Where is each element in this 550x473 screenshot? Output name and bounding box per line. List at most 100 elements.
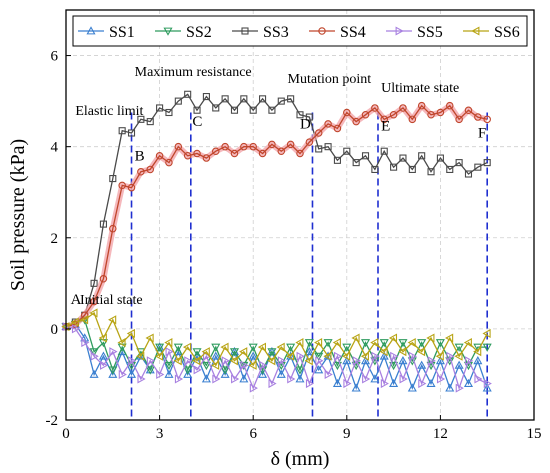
series-ss5-point — [184, 356, 193, 366]
series-ss4-point — [127, 183, 136, 192]
series-ss1-point — [463, 378, 474, 387]
series-ss3-point — [137, 115, 145, 123]
series-ss1-point — [370, 374, 380, 383]
series-ss3-point — [315, 145, 323, 153]
series-ss4-point — [343, 108, 351, 117]
series-ss2-point — [108, 366, 118, 375]
series-ss4-point — [80, 311, 89, 319]
series-ss3-point — [99, 220, 107, 228]
series-ss5 — [62, 322, 492, 393]
series-ss6-point — [342, 351, 351, 361]
series-ss2-point — [482, 343, 492, 352]
series-ss5-point — [165, 347, 174, 357]
series-ss6-point — [257, 342, 266, 352]
series-ss6-point — [248, 360, 257, 370]
point-label-e: E — [381, 119, 390, 135]
series-ss3-line — [65, 93, 488, 328]
point-label-a: A — [71, 292, 82, 308]
series-ss3-point — [483, 159, 491, 167]
series-ss3-point — [118, 127, 126, 135]
annotation-label: Mutation point — [288, 72, 372, 87]
series-ss3-point — [390, 163, 398, 171]
series-ss2-point — [248, 343, 258, 352]
series-ss1-point — [248, 351, 258, 360]
series-ss1-point — [108, 369, 118, 378]
x-axis-label: δ (mm) — [271, 448, 330, 470]
series-ss4-point — [333, 124, 342, 133]
series-ss3-point — [418, 152, 426, 160]
series-ss5-point — [436, 374, 446, 384]
series-ss2-point — [360, 339, 371, 348]
series-ss4-point — [436, 108, 445, 117]
series-ss3-point — [127, 129, 136, 137]
series-ss4 — [62, 101, 491, 331]
series-ss1-line — [65, 323, 488, 391]
series-ss1-point — [323, 351, 333, 360]
series-ss1-point — [314, 365, 324, 374]
series-ss5-point — [399, 374, 408, 384]
series-ss2-point — [286, 343, 296, 352]
series-ss6-point — [201, 347, 210, 357]
legend-marker-ss3 — [241, 27, 249, 35]
series-ss4-point — [324, 120, 332, 128]
series-ss3-point — [287, 95, 295, 103]
series-ss1-point — [445, 383, 455, 392]
series-ss4-point — [314, 129, 323, 137]
series-ss5-point — [193, 365, 202, 375]
series-ss5-point — [137, 374, 146, 384]
series-ss3-point — [249, 106, 257, 114]
series-ss1-point — [304, 346, 314, 356]
series-ss4-line — [65, 104, 488, 328]
series-ss4-point — [464, 106, 473, 114]
series-ss6-point — [108, 315, 117, 325]
series-ss5-point — [305, 379, 315, 389]
series-ss3-point — [427, 168, 435, 176]
series-ss4-point — [483, 115, 491, 124]
series-ss4-point — [380, 115, 388, 124]
series-ss2-point — [155, 343, 165, 352]
series-ss5-point — [380, 379, 389, 389]
series-ss6-point — [351, 333, 360, 343]
series-ss4-point — [109, 224, 117, 233]
series-ss6-point — [98, 333, 107, 343]
series-ss4-point — [212, 147, 220, 155]
y-tick-label: -2 — [46, 413, 59, 429]
series-ss3-point — [202, 93, 210, 101]
series-ss6-point — [164, 338, 173, 348]
series-ss1-point — [220, 369, 230, 378]
series-ss5-point — [465, 356, 474, 366]
legend-label-ss2: SS2 — [186, 24, 212, 41]
series-ss1-point — [295, 374, 305, 383]
series-ss3-point — [240, 95, 248, 103]
point-label-b: B — [135, 148, 145, 164]
series-ss5-point — [483, 379, 492, 389]
series-ss1-point — [417, 360, 427, 369]
series-ss5-point — [259, 360, 268, 370]
series-ss3-point — [352, 159, 360, 167]
series-ss4-point — [221, 142, 229, 151]
series-ss1-point — [164, 369, 174, 378]
series-ss2-point — [454, 343, 464, 352]
x-tick-label: 3 — [156, 426, 164, 442]
series-ss6-point — [70, 317, 79, 327]
series-ss5-point — [118, 369, 127, 379]
series-ss6-point — [482, 328, 491, 338]
series-ss5-point — [352, 356, 361, 366]
series-ss2-point — [304, 339, 314, 348]
series-ss6-point — [267, 356, 276, 366]
series-ss3-point — [259, 95, 267, 103]
series-ss1-point — [342, 356, 352, 365]
series-ss4-point — [352, 117, 360, 126]
series-ss5-point — [212, 374, 221, 384]
series-ss5-point — [446, 351, 455, 361]
series-ss5-line — [65, 325, 488, 391]
series-ss6-point — [220, 342, 229, 352]
series-ss3-point — [436, 154, 444, 162]
series-ss4-point — [99, 275, 108, 283]
series-ss3-point — [446, 165, 454, 173]
y-tick-label: 6 — [51, 49, 59, 65]
series-ss3-point — [268, 106, 276, 114]
y-tick-label: 0 — [51, 322, 59, 338]
series-ss1-point — [258, 369, 268, 378]
